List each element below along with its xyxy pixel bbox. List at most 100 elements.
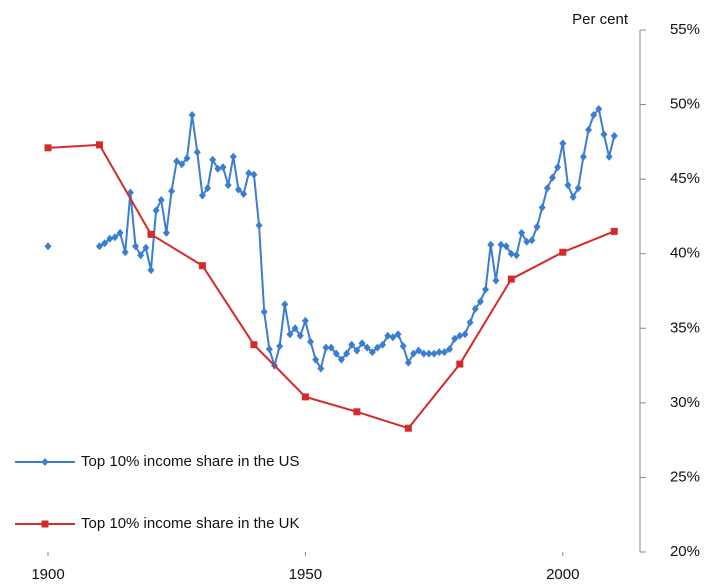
data-point	[209, 155, 217, 164]
data-point	[389, 333, 397, 342]
data-point	[234, 185, 242, 194]
legend-marker	[41, 520, 49, 528]
data-point	[492, 276, 500, 285]
data-point	[198, 191, 206, 200]
data-point	[461, 330, 469, 339]
series-line	[98, 108, 616, 370]
data-point	[373, 343, 381, 352]
data-point	[507, 249, 515, 258]
data-point	[312, 355, 320, 364]
data-point	[446, 345, 454, 354]
data-point	[276, 342, 284, 351]
data-point	[564, 181, 572, 190]
data-point	[332, 349, 340, 358]
data-point	[440, 348, 448, 357]
data-point	[554, 163, 562, 172]
data-point	[394, 330, 402, 339]
data-point	[610, 131, 618, 140]
data-point	[487, 240, 495, 249]
data-point	[322, 343, 330, 352]
data-point	[466, 318, 474, 327]
data-point	[111, 233, 119, 242]
data-point	[168, 187, 176, 196]
data-point	[95, 141, 103, 149]
data-point	[533, 222, 541, 231]
data-point	[569, 193, 577, 202]
data-point	[121, 248, 129, 257]
data-point	[178, 160, 186, 169]
data-point	[198, 262, 206, 270]
data-point	[502, 242, 510, 251]
y-tick-label: 30%	[670, 394, 700, 411]
data-point	[343, 349, 351, 358]
data-point	[301, 316, 309, 325]
data-point	[415, 346, 423, 355]
data-point	[605, 152, 613, 161]
data-point	[595, 105, 603, 114]
y-tick-label: 50%	[670, 96, 700, 113]
data-point	[183, 154, 191, 163]
data-point	[523, 237, 531, 246]
data-point	[291, 324, 299, 333]
data-point	[559, 139, 567, 148]
data-point	[590, 111, 598, 120]
y-tick-label: 40%	[670, 245, 700, 262]
data-point	[404, 358, 412, 367]
data-point	[384, 331, 392, 340]
data-point	[101, 239, 109, 248]
data-point	[296, 331, 304, 340]
data-point	[162, 228, 170, 237]
data-point	[142, 243, 150, 252]
data-point	[260, 307, 268, 316]
data-point	[574, 184, 582, 193]
data-point	[95, 242, 103, 251]
data-point	[476, 297, 484, 306]
data-point	[435, 348, 443, 357]
data-point	[240, 190, 248, 199]
data-point	[214, 164, 222, 173]
x-tick-label: 1950	[289, 566, 322, 583]
data-point	[255, 221, 263, 230]
data-point	[610, 227, 618, 235]
data-point	[106, 234, 114, 243]
legend-marker	[41, 458, 49, 466]
data-point	[585, 125, 593, 134]
legend-label: Top 10% income share in the UK	[81, 515, 299, 532]
y-axis-label: Per cent	[572, 11, 629, 28]
y-tick-label: 35%	[670, 319, 700, 336]
data-point	[204, 184, 212, 193]
data-point	[307, 337, 315, 346]
data-point	[538, 203, 546, 212]
data-point	[250, 341, 258, 349]
y-tick-label: 55%	[670, 21, 700, 38]
data-point	[327, 343, 335, 352]
data-point	[548, 173, 556, 182]
data-point	[559, 248, 567, 256]
data-point	[301, 393, 309, 401]
data-point	[44, 242, 52, 251]
data-point	[224, 181, 232, 190]
data-point	[600, 130, 608, 139]
legend-label: Top 10% income share in the US	[81, 453, 299, 470]
data-point	[409, 349, 417, 358]
y-tick-label: 20%	[670, 543, 700, 560]
data-point	[399, 342, 407, 351]
data-point	[497, 240, 505, 249]
data-point	[265, 345, 273, 354]
data-point	[157, 196, 165, 205]
data-point	[404, 424, 412, 432]
data-point	[173, 157, 181, 166]
data-point	[420, 349, 428, 358]
data-point	[368, 348, 376, 357]
data-point	[456, 331, 464, 340]
data-point	[286, 330, 294, 339]
data-point	[482, 285, 490, 294]
data-point	[471, 304, 479, 313]
data-point	[44, 144, 52, 152]
data-point	[579, 152, 587, 161]
data-point	[528, 236, 536, 245]
data-point	[147, 266, 155, 275]
data-point	[358, 339, 366, 348]
data-point	[518, 228, 526, 237]
